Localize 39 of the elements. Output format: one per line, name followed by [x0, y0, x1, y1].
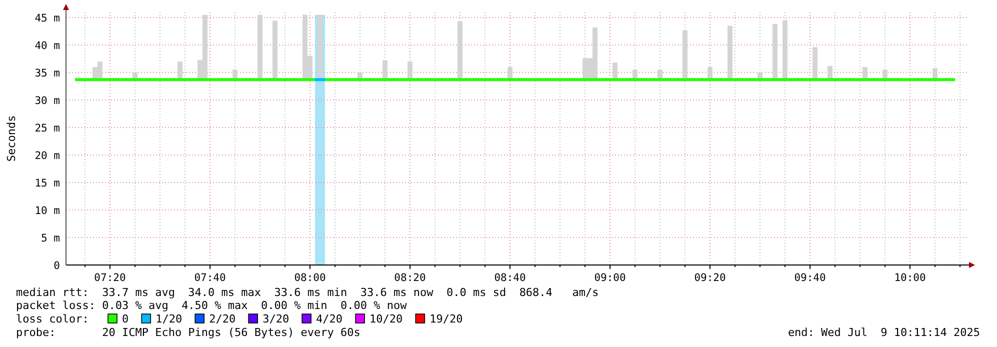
x-tick-label: 09:20 — [694, 272, 726, 284]
y-tick-label: 45 m — [34, 12, 60, 24]
x-tick-label: 07:40 — [194, 272, 226, 284]
y-tick-label: 5 m — [41, 232, 60, 244]
bar — [272, 20, 278, 80]
bar — [682, 30, 688, 80]
text: end: Wed Jul 9 10:11:14 2025 — [788, 326, 980, 339]
legend-label: 19/20 — [430, 312, 463, 326]
bar — [728, 26, 733, 80]
legend-label: 2/20 — [209, 312, 236, 326]
y-tick-label: 30 m — [34, 95, 60, 107]
bar — [257, 14, 262, 80]
x-tick-label: 09:00 — [594, 272, 626, 284]
x-tick-label: 09:40 — [794, 272, 826, 284]
y-tick-label: 35 m — [34, 68, 60, 80]
y-axis-title: Seconds — [5, 115, 18, 162]
bar — [812, 47, 818, 80]
x-tick-label: 10:00 — [894, 272, 926, 284]
legend-title: loss color: — [16, 312, 89, 326]
x-tick-label: 08:20 — [394, 272, 426, 284]
legend-label: 0 — [122, 312, 129, 326]
text: median rtt: 33.7 ms avg 34.0 ms max 33.6 ms min 33.6 ms now 0.0 ms sd 868.4 am/s — [16, 286, 599, 299]
legend-label: 1/20 — [156, 312, 182, 326]
y-tick-label: 15 m — [34, 178, 60, 190]
y-tick-label: 40 m — [34, 40, 60, 52]
legend-label: 4/20 — [316, 312, 343, 326]
y-tick-label: 10 m — [34, 205, 60, 217]
x-tick-label: 07:20 — [94, 272, 126, 284]
y-tick-label: 25 m — [34, 122, 60, 134]
y-tick-label: 20 m — [34, 150, 60, 162]
x-tick-label: 08:40 — [494, 272, 526, 284]
bar — [772, 24, 778, 80]
x-tick-label: 08:00 — [294, 272, 326, 284]
text: probe: 20 ICMP Echo Pings (56 Bytes) every 60s — [16, 326, 360, 339]
legend-label: 3/20 — [262, 312, 290, 326]
bar — [317, 14, 322, 80]
text: packet loss: 0.03 % avg 4.50 % max 0.00 % min 0.00 % now — [16, 299, 408, 312]
y-tick-label: 0 — [54, 260, 60, 272]
legend-label: 10/20 — [370, 312, 403, 326]
